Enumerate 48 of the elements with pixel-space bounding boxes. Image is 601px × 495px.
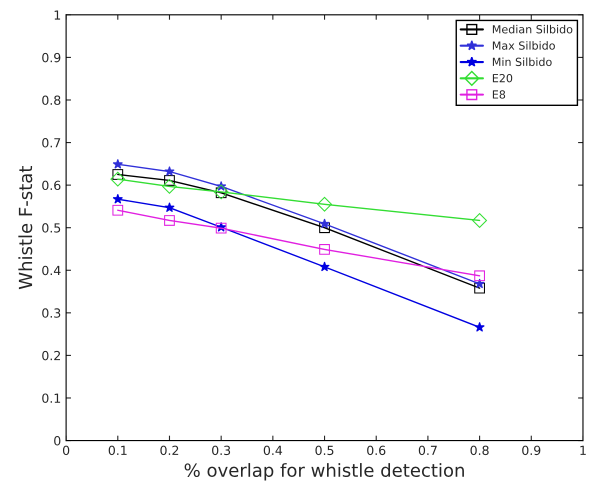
legend-label: E20	[492, 74, 512, 82]
point	[319, 244, 330, 255]
y-tick-label: 0.1	[42, 393, 60, 403]
point	[319, 218, 330, 228]
y-tick-label: 0.5	[42, 223, 60, 233]
x-tick-label: 0.1	[108, 446, 127, 456]
y-tick-label: 0.3	[42, 308, 60, 318]
point	[474, 270, 485, 282]
point	[474, 322, 485, 332]
point	[474, 278, 485, 288]
y-axis-title: Whistle F-stat	[18, 166, 32, 290]
x-tick-label: 0.3	[212, 446, 230, 456]
point	[112, 158, 123, 169]
x-axis-title: % overlap for whistle detection	[184, 463, 464, 481]
point	[164, 166, 175, 176]
point	[317, 196, 332, 212]
x-tick-label: 0.4	[264, 446, 282, 456]
x-tick-label: 0.2	[160, 446, 178, 456]
point	[110, 172, 126, 187]
point	[112, 204, 124, 216]
point	[112, 194, 123, 204]
x-tick-label: 0.5	[315, 446, 334, 456]
y-tick-label: 0.9	[42, 52, 60, 62]
x-tick-label: 0	[62, 446, 70, 456]
y-tick-label: 0.6	[42, 180, 60, 190]
x-tick-label: 0.6	[367, 446, 386, 456]
y-tick-label: 0.4	[42, 266, 61, 276]
x-tick-label: 1	[580, 446, 586, 455]
point	[164, 175, 175, 186]
y-tick-label: 0.7	[42, 138, 60, 148]
point	[164, 215, 175, 226]
x-tick-label: 0.8	[470, 446, 489, 456]
x-tick-label: 0.9	[522, 446, 540, 456]
y-tick-label: 1	[54, 10, 60, 20]
y-tick-label: 0.2	[42, 350, 60, 360]
y-tick-label: 0.8	[42, 95, 60, 105]
legend-label: E8	[492, 90, 506, 99]
point	[319, 222, 330, 234]
x-tick-label: 0.7	[418, 446, 437, 456]
point	[162, 179, 177, 194]
point	[472, 213, 487, 228]
legend-label: Median Silbido	[492, 24, 572, 34]
point	[319, 261, 330, 272]
legend-label: Min Silbido	[492, 57, 552, 66]
point	[164, 202, 175, 212]
y-tick-label: 0	[54, 436, 60, 446]
legend-label: Max Silbido	[492, 41, 555, 50]
point	[474, 282, 485, 294]
